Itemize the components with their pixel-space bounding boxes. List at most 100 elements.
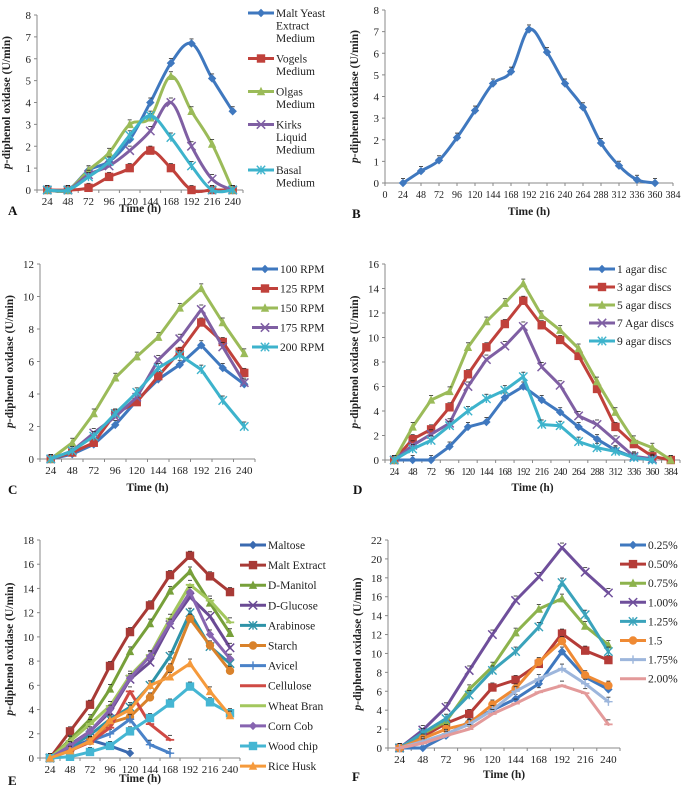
series-line <box>398 684 610 750</box>
legend-marker <box>597 264 607 274</box>
data-point <box>596 138 606 148</box>
data-point <box>125 727 135 736</box>
data-point <box>557 664 567 673</box>
legend-label: 7 Agar discs <box>617 318 674 330</box>
data-point <box>207 74 217 83</box>
data-point <box>125 130 135 141</box>
data-point <box>574 351 583 361</box>
data-point <box>218 363 227 373</box>
x-tick-label: 240 <box>236 465 253 477</box>
x-tick-label: 24 <box>394 754 406 766</box>
data-point <box>463 342 473 351</box>
y-tick-label: 6 <box>374 48 380 60</box>
x-tick-label: 24 <box>398 190 408 201</box>
data-point <box>89 438 98 447</box>
x-tick-label: 384 <box>666 190 681 201</box>
data-point <box>592 434 602 444</box>
x-tick-label: 192 <box>183 196 200 208</box>
legend-label: Olgas <box>276 87 303 99</box>
data-point <box>63 185 73 195</box>
x-axis-label: Time (h) <box>508 206 550 218</box>
data-point <box>154 332 163 341</box>
legend-label: Kirks <box>276 120 302 132</box>
data-point <box>650 178 660 188</box>
data-point <box>666 455 675 464</box>
data-point <box>574 343 583 353</box>
x-tick-label: 360 <box>648 190 663 201</box>
legend-label: 2.00% <box>648 674 678 686</box>
data-point <box>488 683 497 692</box>
y-tick-label: 3 <box>26 119 32 131</box>
data-point <box>555 325 565 334</box>
x-tick-label: 144 <box>507 754 524 766</box>
legend-label: 0.50% <box>648 559 678 571</box>
legend-item: 1.75% <box>620 655 678 667</box>
legend-label: 5 agar discs <box>617 300 672 312</box>
panel-label: D <box>353 482 362 497</box>
x-tick-label: 48 <box>416 190 426 201</box>
data-point <box>537 310 546 320</box>
y-tick-label: 12 <box>368 308 379 320</box>
legend-item: 200 RPM <box>252 342 324 354</box>
data-point <box>125 748 135 758</box>
data-point <box>85 736 95 745</box>
data-point <box>146 146 155 155</box>
data-point <box>537 419 547 430</box>
series-line <box>398 650 610 750</box>
data-point <box>111 420 120 430</box>
data-point <box>46 454 56 464</box>
data-point <box>444 421 455 431</box>
panel-label: F <box>352 769 360 784</box>
y-tick-label: 8 <box>26 10 32 22</box>
x-tick-label: 48 <box>67 465 79 477</box>
data-point <box>225 654 235 663</box>
x-tick-label: 312 <box>609 467 623 478</box>
legend-item: 0.75% <box>620 578 678 590</box>
data-point <box>225 643 235 653</box>
legend-label: 1.5 <box>648 636 663 648</box>
data-point <box>578 103 588 112</box>
data-point <box>165 586 175 595</box>
x-tick-label: 168 <box>172 465 189 477</box>
x-tick-label: 216 <box>535 467 549 478</box>
data-point <box>481 394 492 404</box>
data-point <box>105 705 115 714</box>
series-line <box>398 581 610 750</box>
y-tick-label: 0 <box>29 753 35 765</box>
x-tick-label: 48 <box>408 467 417 478</box>
data-point <box>500 298 510 307</box>
data-point <box>197 283 206 293</box>
data-point <box>186 141 197 151</box>
y-tick-label: 0 <box>374 455 380 467</box>
data-point <box>511 675 520 685</box>
legend-marker <box>628 540 638 550</box>
data-point <box>557 684 567 687</box>
data-point <box>239 421 249 432</box>
data-point <box>145 126 156 136</box>
data-point <box>534 604 543 613</box>
legend-item: 100 RPM <box>252 264 324 276</box>
series-line <box>48 569 232 760</box>
x-tick-label: 192 <box>182 764 199 776</box>
x-tick-label: 168 <box>498 467 512 478</box>
data-point <box>537 395 546 405</box>
y-tick-label: 16 <box>23 559 35 571</box>
data-point <box>85 700 95 709</box>
y-tick-label: 6 <box>377 686 383 698</box>
data-point <box>175 334 185 344</box>
data-point <box>610 446 621 457</box>
data-point <box>482 343 491 352</box>
legend-marker <box>248 620 258 631</box>
data-point <box>418 742 427 745</box>
legend: 100 RPM 125 RPM 150 RPM 175 RPM 200 RPM <box>252 264 324 354</box>
legend: 1 agar disc 3 agar discs 5 agar discs 7 Aga… <box>589 264 674 348</box>
x-tick-label: 216 <box>540 190 555 201</box>
data-point <box>441 713 451 724</box>
x-tick-label: 96 <box>105 764 117 776</box>
x-tick-label: 48 <box>417 754 429 766</box>
data-point <box>83 172 94 182</box>
y-tick-label: 1 <box>374 156 380 168</box>
x-tick-label: 48 <box>62 196 74 208</box>
